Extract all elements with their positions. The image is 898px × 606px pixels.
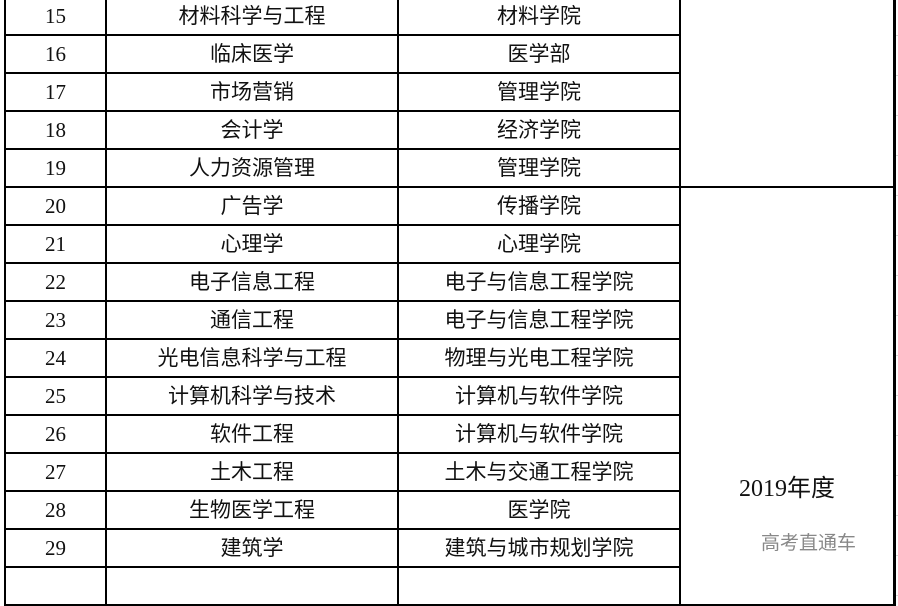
table-row: 20 广告学 传播学院 2019年度 高考直通车 (4, 186, 896, 606)
college-name: 心理学院 (397, 224, 681, 264)
college-name: 管理学院 (397, 148, 681, 188)
major-name: 临床医学 (105, 34, 399, 74)
major-name: 光电信息科学与工程 (105, 338, 399, 378)
major-name: 计算机科学与技术 (105, 376, 399, 416)
row-number: 28 (4, 490, 107, 530)
major-name: 心理学 (105, 224, 399, 264)
row-number: 20 (4, 186, 107, 226)
college-name: 建筑与城市规划学院 (397, 528, 681, 568)
row-number: 21 (4, 224, 107, 264)
row-number: 17 (4, 72, 107, 112)
major-name: 建筑学 (105, 528, 399, 568)
college-name: 电子与信息工程学院 (397, 262, 681, 302)
row-number: 29 (4, 528, 107, 568)
empty-cell (397, 566, 681, 606)
college-name: 电子与信息工程学院 (397, 300, 681, 340)
major-name: 生物医学工程 (105, 490, 399, 530)
row-number: 24 (4, 338, 107, 378)
major-name: 软件工程 (105, 414, 399, 454)
table-row: 17 市场营销 管理学院 (4, 72, 895, 112)
table-row: 28 生物医学工程 医学院 (4, 490, 895, 530)
college-name: 计算机与软件学院 (397, 414, 681, 454)
table-row: 25 计算机科学与技术 计算机与软件学院 (4, 376, 895, 416)
row-number: 23 (4, 300, 107, 340)
table-row: 29 建筑学 建筑与城市规划学院 (4, 528, 895, 568)
table-row: 23 通信工程 电子与信息工程学院 (4, 300, 895, 340)
table-row: 18 会计学 经济学院 (4, 110, 895, 150)
table-row: 16 临床医学 医学部 (4, 34, 895, 74)
year-cell: 2019年度高考直通车 (679, 186, 896, 606)
table-row: 22 电子信息工程 电子与信息工程学院 (4, 262, 895, 302)
major-name: 会计学 (105, 110, 399, 150)
major-name: 通信工程 (105, 300, 399, 340)
table-row: 15 材料科学与工程 材料学院 (4, 0, 896, 188)
year-cell-empty (679, 0, 896, 188)
college-name: 计算机与软件学院 (397, 376, 681, 416)
college-name: 医学部 (397, 34, 681, 74)
college-name: 物理与光电工程学院 (397, 338, 681, 378)
sheet-gridlines (893, 0, 898, 599)
year-label: 2019年度 (739, 476, 835, 502)
major-name: 市场营销 (105, 72, 399, 112)
major-name: 人力资源管理 (105, 148, 399, 188)
watermark: 高考直通车 (761, 532, 857, 554)
college-name: 经济学院 (397, 110, 681, 150)
major-name: 材料科学与工程 (105, 0, 399, 36)
table-row: 19 人力资源管理 管理学院 (4, 148, 895, 188)
major-name: 广告学 (105, 186, 399, 226)
empty-cell (4, 566, 107, 606)
row-number: 19 (4, 148, 107, 188)
major-name: 电子信息工程 (105, 262, 399, 302)
table-row: 27 土木工程 土木与交通工程学院 (4, 452, 895, 492)
row-number: 15 (4, 0, 107, 36)
row-number: 22 (4, 262, 107, 302)
college-name: 传播学院 (397, 186, 681, 226)
majors-table: 15 材料科学与工程 材料学院 16 临床医学 医学部 17 市场营销 管理学院 18 会计学 经济学… (4, 0, 896, 606)
row-number: 25 (4, 376, 107, 416)
college-name: 医学院 (397, 490, 681, 530)
table-row: 21 心理学 心理学院 (4, 224, 895, 264)
college-name: 土木与交通工程学院 (397, 452, 681, 492)
row-number: 16 (4, 34, 107, 74)
row-number: 27 (4, 452, 107, 492)
college-name: 管理学院 (397, 72, 681, 112)
table-row: 26 软件工程 计算机与软件学院 (4, 414, 895, 454)
college-name: 材料学院 (397, 0, 681, 36)
empty-cell (105, 566, 399, 606)
row-number: 18 (4, 110, 107, 150)
row-number: 26 (4, 414, 107, 454)
table-row: 24 光电信息科学与工程 物理与光电工程学院 (4, 338, 895, 378)
major-name: 土木工程 (105, 452, 399, 492)
